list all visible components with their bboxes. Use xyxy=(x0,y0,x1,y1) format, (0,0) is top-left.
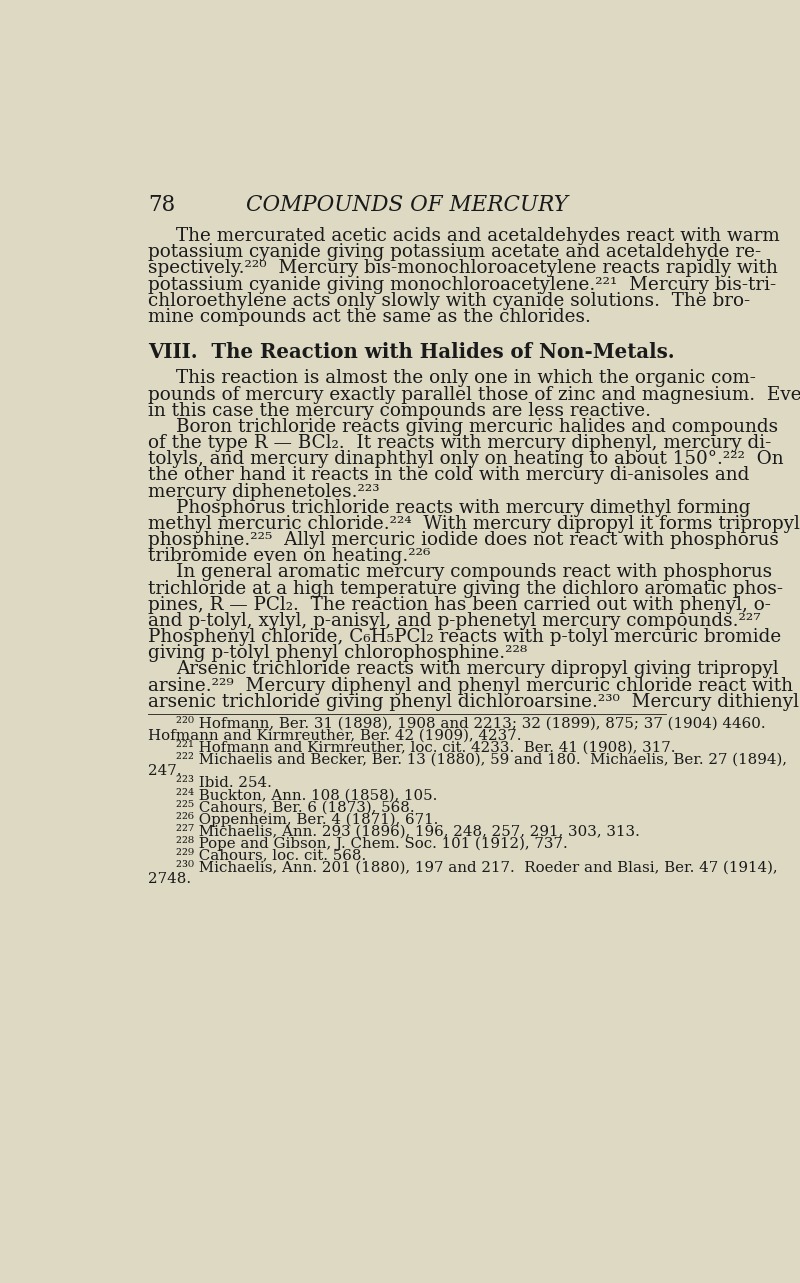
Text: tribromide even on heating.²²⁶: tribromide even on heating.²²⁶ xyxy=(148,548,430,566)
Text: 247.: 247. xyxy=(148,765,182,779)
Text: arsine.²²⁹  Mercury diphenyl and phenyl mercuric chloride react with: arsine.²²⁹ Mercury diphenyl and phenyl m… xyxy=(148,676,793,694)
Text: ²²² Michaelis and Becker, Ber. 13 (1880), 59 and 180.  Michaelis, Ber. 27 (1894): ²²² Michaelis and Becker, Ber. 13 (1880)… xyxy=(176,753,787,767)
Text: Phosphorus trichloride reacts with mercury dimethyl forming: Phosphorus trichloride reacts with mercu… xyxy=(176,499,750,517)
Text: In general aromatic mercury compounds react with phosphorus: In general aromatic mercury compounds re… xyxy=(176,563,772,581)
Text: spectively.²²⁰  Mercury bis-monochloroacetylene reacts rapidly with: spectively.²²⁰ Mercury bis-monochloroace… xyxy=(148,259,778,277)
Text: mine compounds act the same as the chlorides.: mine compounds act the same as the chlor… xyxy=(148,308,591,326)
Text: giving p-tolyl phenyl chlorophosphine.²²⁸: giving p-tolyl phenyl chlorophosphine.²²… xyxy=(148,644,527,662)
Text: ²³⁰ Michaelis, Ann. 201 (1880), 197 and 217.  Roeder and Blasi, Ber. 47 (1914),: ²³⁰ Michaelis, Ann. 201 (1880), 197 and … xyxy=(176,860,778,874)
Text: 78: 78 xyxy=(148,194,175,216)
Text: pines, R — PCl₂.  The reaction has been carried out with phenyl, o-: pines, R — PCl₂. The reaction has been c… xyxy=(148,595,771,613)
Text: This reaction is almost the only one in which the organic com-: This reaction is almost the only one in … xyxy=(176,370,756,387)
Text: COMPOUNDS OF MERCURY: COMPOUNDS OF MERCURY xyxy=(246,194,568,216)
Text: ²²⁶ Oppenheim, Ber. 4 (1871), 671.: ²²⁶ Oppenheim, Ber. 4 (1871), 671. xyxy=(176,812,438,828)
Text: the other hand it reacts in the cold with mercury di-anisoles and: the other hand it reacts in the cold wit… xyxy=(148,467,750,485)
Text: of the type R — BCl₂.  It reacts with mercury diphenyl, mercury di-: of the type R — BCl₂. It reacts with mer… xyxy=(148,434,771,452)
Text: chloroethylene acts only slowly with cyanide solutions.  The bro-: chloroethylene acts only slowly with cya… xyxy=(148,291,750,309)
Text: pounds of mercury exactly parallel those of zinc and magnesium.  Even: pounds of mercury exactly parallel those… xyxy=(148,386,800,404)
Text: methyl mercuric chloride.²²⁴  With mercury dipropyl it forms tripropyl: methyl mercuric chloride.²²⁴ With mercur… xyxy=(148,514,800,532)
Text: ²²⁷ Michaelis, Ann. 293 (1896), 196, 248, 257, 291, 303, 313.: ²²⁷ Michaelis, Ann. 293 (1896), 196, 248… xyxy=(176,824,640,838)
Text: ²²⁸ Pope and Gibson, J. Chem. Soc. 101 (1912), 737.: ²²⁸ Pope and Gibson, J. Chem. Soc. 101 (… xyxy=(176,837,568,851)
Text: potassium cyanide giving potassium acetate and acetaldehyde re-: potassium cyanide giving potassium aceta… xyxy=(148,244,761,262)
Text: The mercurated acetic acids and acetaldehydes react with warm: The mercurated acetic acids and acetalde… xyxy=(176,227,780,245)
Text: Phosphenyl chloride, C₆H₅PCl₂ reacts with p-tolyl mercuric bromide: Phosphenyl chloride, C₆H₅PCl₂ reacts wit… xyxy=(148,629,782,647)
Text: Arsenic trichloride reacts with mercury dipropyl giving tripropyl: Arsenic trichloride reacts with mercury … xyxy=(176,661,778,679)
Text: VIII.  The Reaction with Halides of Non-Metals.: VIII. The Reaction with Halides of Non-M… xyxy=(148,341,674,362)
Text: phosphine.²²⁵  Allyl mercuric iodide does not react with phosphorus: phosphine.²²⁵ Allyl mercuric iodide does… xyxy=(148,531,779,549)
Text: ²²⁴ Buckton, Ann. 108 (1858), 105.: ²²⁴ Buckton, Ann. 108 (1858), 105. xyxy=(176,788,438,803)
Text: tolyls, and mercury dinaphthyl only on heating to about 150°.²²²  On: tolyls, and mercury dinaphthyl only on h… xyxy=(148,450,784,468)
Text: ²²⁹ Cahours, loc. cit. 568.: ²²⁹ Cahours, loc. cit. 568. xyxy=(176,848,366,862)
Text: trichloride at a high temperature giving the dichloro aromatic phos-: trichloride at a high temperature giving… xyxy=(148,580,783,598)
Text: Boron trichloride reacts giving mercuric halides and compounds: Boron trichloride reacts giving mercuric… xyxy=(176,418,778,436)
Text: ²²¹ Hofmann and Kirmreuther, loc. cit. 4233.  Ber. 41 (1908), 317.: ²²¹ Hofmann and Kirmreuther, loc. cit. 4… xyxy=(176,740,675,754)
Text: ²²³ Ibid. 254.: ²²³ Ibid. 254. xyxy=(176,776,272,790)
Text: ²²⁵ Cahours, Ber. 6 (1873), 568.: ²²⁵ Cahours, Ber. 6 (1873), 568. xyxy=(176,801,414,815)
Text: mercury diphenetoles.²²³: mercury diphenetoles.²²³ xyxy=(148,482,379,500)
Text: 2748.: 2748. xyxy=(148,872,191,885)
Text: arsenic trichloride giving phenyl dichloroarsine.²³⁰  Mercury dithienyl: arsenic trichloride giving phenyl dichlo… xyxy=(148,693,799,711)
Text: ²²⁰ Hofmann, Ber. 31 (1898), 1908 and 2213; 32 (1899), 875; 37 (1904) 4460.: ²²⁰ Hofmann, Ber. 31 (1898), 1908 and 22… xyxy=(176,717,766,731)
Text: potassium cyanide giving monochloroacetylene.²²¹  Mercury bis-tri-: potassium cyanide giving monochloroacety… xyxy=(148,276,776,294)
Text: Hofmann and Kirmreuther, Ber. 42 (1909), 4237.: Hofmann and Kirmreuther, Ber. 42 (1909),… xyxy=(148,729,522,743)
Text: in this case the mercury compounds are less reactive.: in this case the mercury compounds are l… xyxy=(148,402,651,420)
Text: and p-tolyl, xylyl, p-anisyl, and p-phenetyl mercury compounds.²²⁷: and p-tolyl, xylyl, p-anisyl, and p-phen… xyxy=(148,612,761,630)
